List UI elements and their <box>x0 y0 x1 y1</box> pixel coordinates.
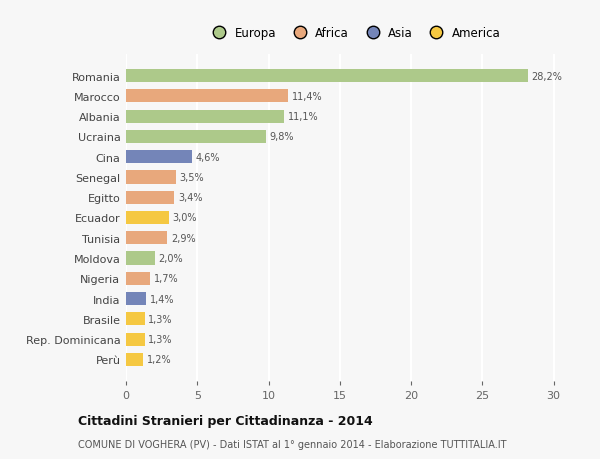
Text: 28,2%: 28,2% <box>532 72 562 81</box>
Bar <box>126 313 145 326</box>
Text: 2,0%: 2,0% <box>158 253 182 263</box>
Text: 3,0%: 3,0% <box>172 213 197 223</box>
Bar <box>126 212 169 224</box>
Bar <box>126 333 145 346</box>
Text: 11,4%: 11,4% <box>292 92 323 102</box>
Bar <box>126 110 284 123</box>
Bar <box>126 70 528 83</box>
Text: COMUNE DI VOGHERA (PV) - Dati ISTAT al 1° gennaio 2014 - Elaborazione TUTTITALIA: COMUNE DI VOGHERA (PV) - Dati ISTAT al 1… <box>78 440 506 449</box>
Text: 1,7%: 1,7% <box>154 274 178 284</box>
Text: 1,2%: 1,2% <box>146 355 171 364</box>
Bar <box>126 252 155 265</box>
Text: 1,4%: 1,4% <box>149 294 174 304</box>
Text: 3,4%: 3,4% <box>178 193 203 203</box>
Text: 1,3%: 1,3% <box>148 314 173 324</box>
Text: 1,3%: 1,3% <box>148 334 173 344</box>
Text: Cittadini Stranieri per Cittadinanza - 2014: Cittadini Stranieri per Cittadinanza - 2… <box>78 414 373 428</box>
Text: 2,9%: 2,9% <box>171 233 196 243</box>
Text: 9,8%: 9,8% <box>269 132 294 142</box>
Legend: Europa, Africa, Asia, America: Europa, Africa, Asia, America <box>203 22 505 44</box>
Text: 3,5%: 3,5% <box>179 173 204 183</box>
Text: 11,1%: 11,1% <box>288 112 319 122</box>
Bar <box>126 353 143 366</box>
Bar <box>126 171 176 184</box>
Bar <box>126 191 175 204</box>
Bar <box>126 90 289 103</box>
Bar <box>126 292 146 306</box>
Bar <box>126 272 150 285</box>
Bar <box>126 151 191 164</box>
Bar <box>126 232 167 245</box>
Text: 4,6%: 4,6% <box>195 152 220 162</box>
Bar <box>126 130 266 144</box>
